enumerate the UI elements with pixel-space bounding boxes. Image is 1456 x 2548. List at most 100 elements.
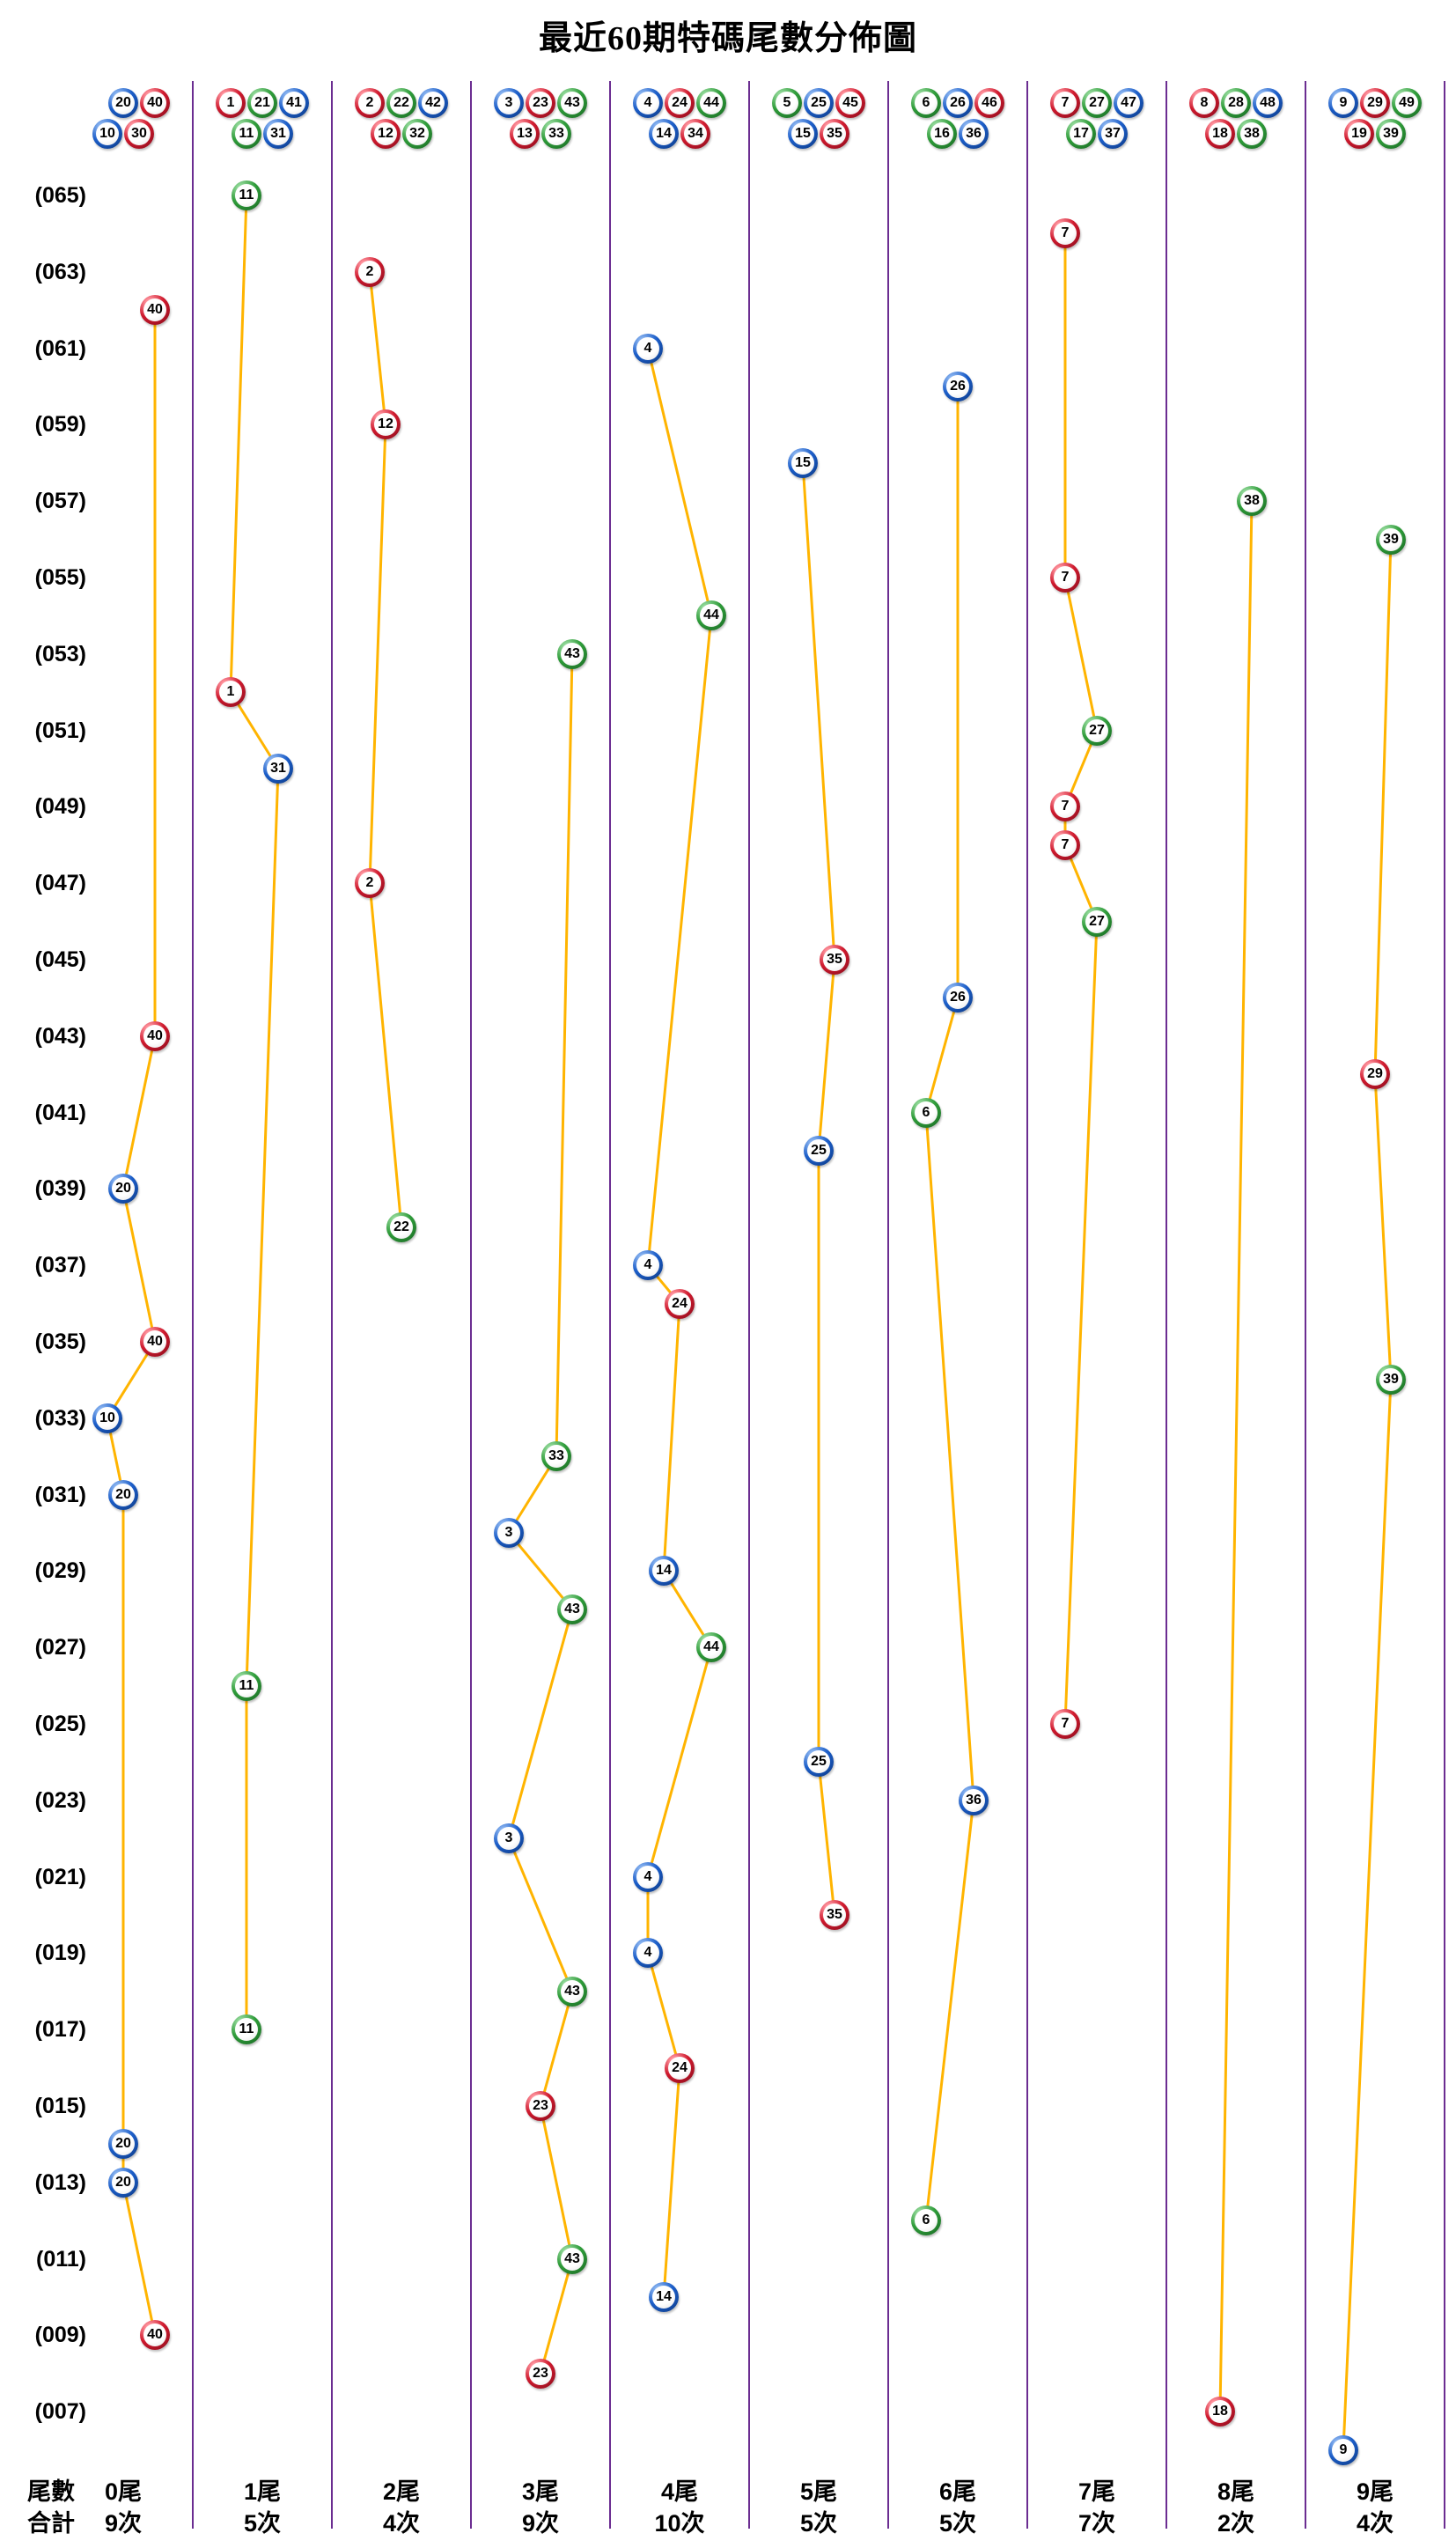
period-label: (061) xyxy=(34,335,86,361)
ball-number: 35 xyxy=(827,952,842,967)
ball-number: 7 xyxy=(1061,799,1070,814)
period-label: (041) xyxy=(34,1100,86,1125)
ball-2-period-47: 2 xyxy=(355,868,385,899)
ball-number: 15 xyxy=(795,454,811,470)
trend-line-8 xyxy=(1218,499,1254,2413)
ball-number: 45 xyxy=(842,95,858,110)
tail-total: 9次 xyxy=(521,2510,560,2537)
ball-number: 11 xyxy=(239,126,254,141)
ball-31-period-50: 31 xyxy=(263,754,293,784)
header-ball-29: 29 xyxy=(1360,88,1390,118)
header-ball-24: 24 xyxy=(665,88,695,118)
ball-number: 12 xyxy=(378,126,393,141)
ball-25-period-40: 25 xyxy=(804,1136,834,1166)
ball-number: 4 xyxy=(643,340,652,356)
ball-number: 20 xyxy=(115,2136,131,2152)
tail-label: 0尾 xyxy=(104,2478,143,2505)
header-ball-8: 8 xyxy=(1189,88,1219,118)
header-ball-4: 4 xyxy=(633,88,663,118)
ball-29-period-42: 29 xyxy=(1360,1059,1390,1090)
ball-44-period-27: 44 xyxy=(696,1632,726,1663)
ball-1-period-52: 1 xyxy=(216,677,246,708)
ball-number: 24 xyxy=(672,95,688,110)
column-divider xyxy=(1166,81,1167,2529)
tail-label: 5尾 xyxy=(799,2478,838,2505)
ball-number: 14 xyxy=(656,126,672,141)
ball-number: 40 xyxy=(147,1027,163,1043)
ball-number: 42 xyxy=(425,95,441,110)
column-divider xyxy=(748,81,750,2529)
header-ball-3: 3 xyxy=(494,88,524,118)
header-ball-14: 14 xyxy=(649,119,679,149)
header-ball-16: 16 xyxy=(927,119,957,149)
ball-44-period-54: 44 xyxy=(696,600,726,631)
header-ball-37: 37 xyxy=(1098,119,1128,149)
ball-39-period-34: 39 xyxy=(1376,1365,1406,1396)
ball-number: 3 xyxy=(504,1830,513,1846)
period-label: (037) xyxy=(34,1253,86,1278)
header-ball-45: 45 xyxy=(835,88,865,118)
ball-number: 33 xyxy=(548,1448,564,1464)
ball-7-period-49: 7 xyxy=(1050,792,1080,822)
ball-number: 28 xyxy=(1228,95,1244,110)
ball-number: 24 xyxy=(672,2059,688,2075)
ball-number: 20 xyxy=(115,95,131,110)
ball-number: 27 xyxy=(1089,913,1105,929)
ball-3-period-30: 3 xyxy=(494,1518,524,1548)
ball-number: 43 xyxy=(564,1983,580,1999)
ball-4-period-21: 4 xyxy=(633,1861,663,1892)
ball-number: 25 xyxy=(811,1754,827,1770)
period-label: (017) xyxy=(34,2017,86,2043)
ball-number: 41 xyxy=(286,95,302,110)
ball-43-period-28: 43 xyxy=(557,1594,587,1624)
ball-number: 14 xyxy=(656,2289,672,2304)
ball-20-period-14: 20 xyxy=(108,2129,138,2160)
tail-label: 2尾 xyxy=(382,2478,421,2505)
header-ball-12: 12 xyxy=(371,119,401,149)
ball-number: 8 xyxy=(1200,95,1209,110)
column-divider xyxy=(609,81,611,2529)
ball-number: 6 xyxy=(922,2213,930,2228)
ball-number: 16 xyxy=(934,126,950,141)
header-ball-40: 40 xyxy=(140,88,170,118)
ball-number: 46 xyxy=(982,95,997,110)
ball-number: 44 xyxy=(703,608,719,623)
ball-4-period-19: 4 xyxy=(633,1938,663,1969)
trend-line-6 xyxy=(924,385,975,2222)
ball-number: 17 xyxy=(1073,126,1089,141)
ball-33-period-32: 33 xyxy=(541,1441,571,1472)
header-ball-22: 22 xyxy=(386,88,416,118)
ball-number: 29 xyxy=(1367,95,1383,110)
header-ball-10: 10 xyxy=(92,119,122,149)
ball-4-period-61: 4 xyxy=(633,333,663,364)
tail-total: 10次 xyxy=(654,2510,705,2537)
ball-number: 27 xyxy=(1089,95,1105,110)
column-divider xyxy=(470,81,472,2529)
period-label: (053) xyxy=(34,641,86,666)
ball-11-period-65: 11 xyxy=(232,180,261,210)
ball-number: 35 xyxy=(827,126,842,141)
ball-number: 40 xyxy=(147,1334,163,1349)
ball-number: 1 xyxy=(226,95,235,110)
ball-number: 2 xyxy=(365,95,374,110)
header-ball-34: 34 xyxy=(680,119,710,149)
footer-total-header: 合計 xyxy=(27,2510,75,2537)
header-ball-43: 43 xyxy=(557,88,587,118)
header-ball-26: 26 xyxy=(943,88,973,118)
period-label: (039) xyxy=(34,1176,86,1202)
ball-14-period-10: 14 xyxy=(649,2282,679,2312)
ball-10-period-33: 10 xyxy=(92,1403,122,1433)
header-ball-32: 32 xyxy=(402,119,432,149)
period-label: (009) xyxy=(34,2323,86,2348)
footer-tails-header: 尾數 xyxy=(27,2478,75,2505)
header-ball-25: 25 xyxy=(804,88,834,118)
trend-line-5 xyxy=(801,461,836,1917)
header-ball-46: 46 xyxy=(974,88,1004,118)
ball-40-period-35: 40 xyxy=(140,1327,170,1357)
ball-40-period-9: 40 xyxy=(140,2320,170,2351)
header-ball-19: 19 xyxy=(1344,119,1374,149)
header-ball-42: 42 xyxy=(418,88,448,118)
ball-9-period-6: 9 xyxy=(1328,2434,1358,2465)
ball-3-period-22: 3 xyxy=(494,1823,524,1854)
